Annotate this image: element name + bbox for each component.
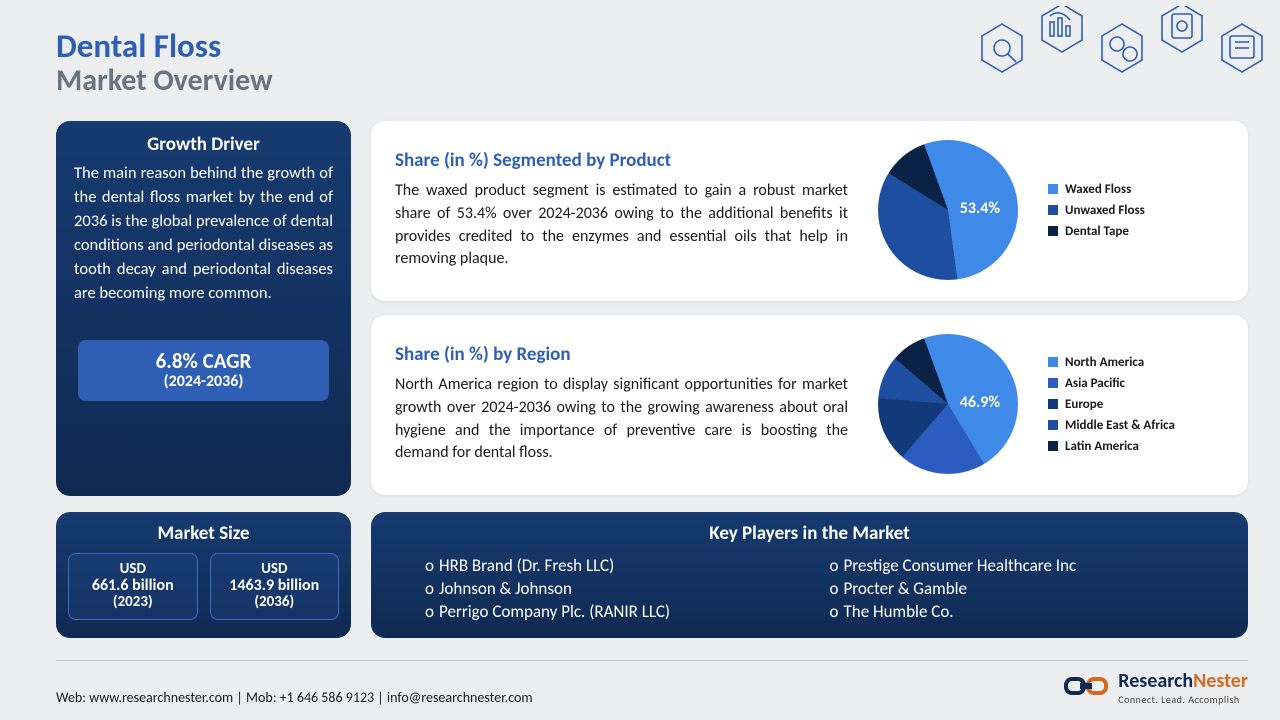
segment-heading: Share (in %) Segmented by Product [395,149,848,172]
logo-text-2: Nester [1193,669,1248,693]
market-size-box: USD1463.9 billion(2036) [210,553,340,620]
player-item: Johnson & Johnson [425,578,790,599]
legend-item: Middle East & Africa [1048,418,1228,433]
growth-driver-card: Growth Driver The main reason behind the… [56,121,351,496]
region-legend: North America Asia Pacific Europe Middle Ea… [1048,349,1228,460]
legend-item: Unwaxed Floss [1048,203,1228,218]
region-pie-chart: 46.9% [878,334,1018,474]
growth-heading: Growth Driver [74,133,333,156]
player-item: Perrigo Company Plc. (RANIR LLC) [425,601,790,622]
player-item: HRB Brand (Dr. Fresh LLC) [425,555,790,576]
logo-tagline: Connect. Lead. Accomplish [1118,693,1248,706]
player-item: Procter & Gamble [830,578,1195,599]
legend-item: Latin America [1048,439,1228,454]
footer-contact: Web: www.researchnester.com | Mob: +1 64… [56,689,533,706]
segment-body: The waxed product segment is estimated t… [395,180,848,271]
market-size-box: USD661.6 billion(2023) [68,553,198,620]
growth-body: The main reason behind the growth of the… [74,162,333,306]
region-heading: Share (in %) by Region [395,343,848,366]
legend-item: Waxed Floss [1048,182,1228,197]
legend-item: Dental Tape [1048,224,1228,239]
legend-item: Asia Pacific [1048,376,1228,391]
region-pie-label: 46.9% [960,393,1000,412]
logo-link-icon [1064,671,1108,705]
cagr-value: 6.8% CAGR [82,348,325,374]
region-share-card: Share (in %) by Region North America reg… [371,315,1248,495]
legend-item: North America [1048,355,1228,370]
segment-pie-chart: 53.4% [878,140,1018,280]
segment-legend: Waxed Floss Unwaxed Floss Dental Tape [1048,176,1228,245]
segment-pie-label: 53.4% [960,199,1000,218]
legend-item: Europe [1048,397,1228,412]
header-hex-icons [952,6,1272,106]
player-item: Prestige Consumer Healthcare Inc [830,555,1195,576]
footer-logo: ResearchNester Connect. Lead. Accomplish [1064,669,1248,706]
key-players-card: Key Players in the Market HRB Brand (Dr.… [371,512,1248,638]
logo-text-1: Research [1118,669,1193,693]
cagr-period: (2024-2036) [82,372,325,391]
market-size-heading: Market Size [68,522,339,545]
player-item: The Humble Co. [830,601,1195,622]
key-players-heading: Key Players in the Market [395,522,1224,545]
market-size-card: Market Size USD661.6 billion(2023)USD146… [56,512,351,638]
region-body: North America region to display signific… [395,374,848,465]
segment-share-card: Share (in %) Segmented by Product The wa… [371,121,1248,301]
cagr-badge: 6.8% CAGR (2024-2036) [78,340,329,401]
